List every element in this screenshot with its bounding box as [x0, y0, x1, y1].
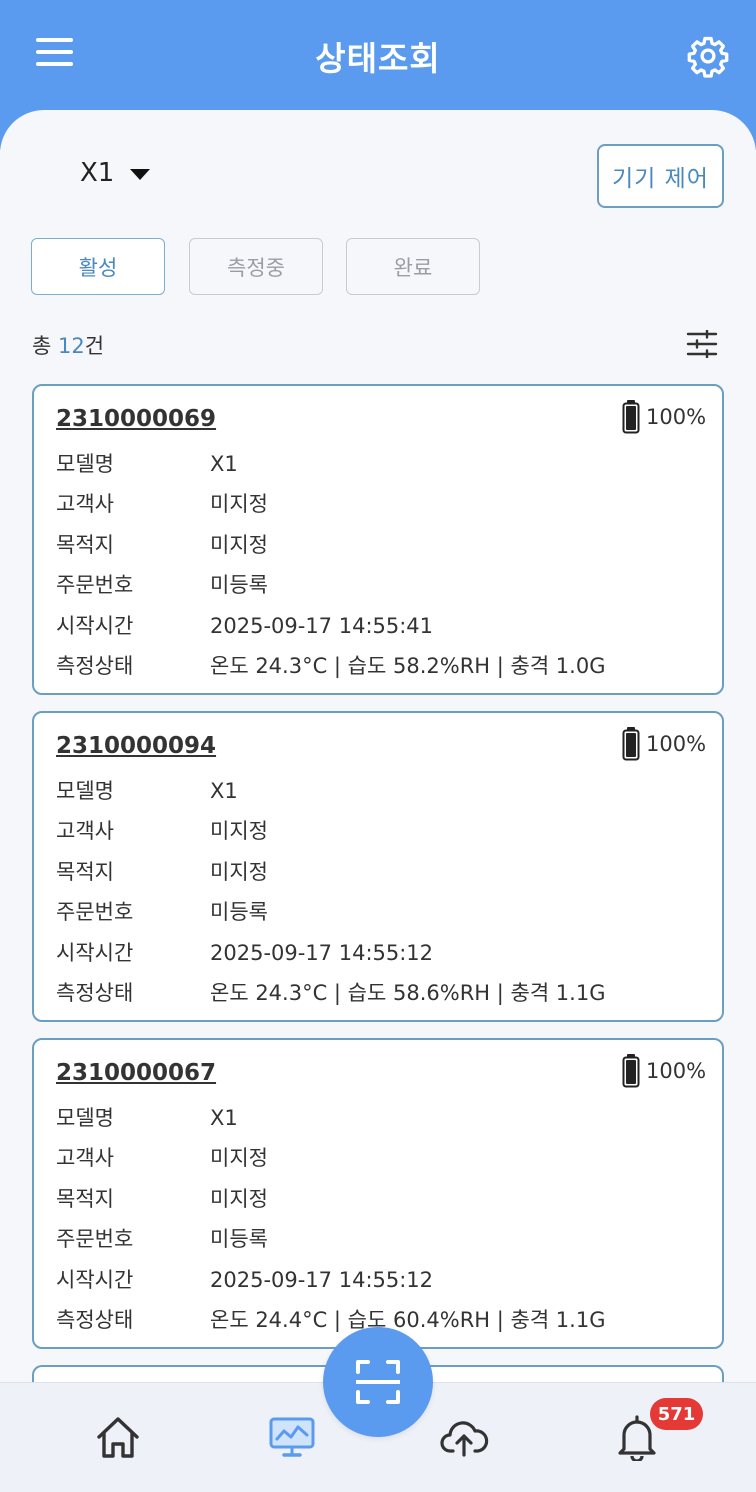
device-serial-link[interactable]: 2310000069 [56, 406, 217, 432]
home-icon[interactable] [93, 1413, 143, 1461]
row-model: 모델명 X1 [56, 452, 238, 476]
row-status: 측정상태 온도 24.4°C | 습도 60.4%RH | 충격 1.1G [56, 1308, 606, 1332]
row-order: 주문번호 미등록 [56, 900, 268, 924]
row-destination: 목적지 미지정 [56, 533, 268, 557]
battery-full-icon [622, 727, 640, 761]
row-model: 모델명 X1 [56, 779, 238, 803]
row-status: 측정상태 온도 24.3°C | 습도 58.2%RH | 충격 1.0G [56, 654, 606, 678]
battery-percent: 100% [646, 732, 707, 756]
battery-full-icon [622, 1054, 640, 1088]
monitor-icon[interactable] [267, 1413, 317, 1461]
device-serial-link[interactable]: 2310000094 [56, 733, 217, 759]
row-status: 측정상태 온도 24.3°C | 습도 58.6%RH | 충격 1.1G [56, 981, 606, 1005]
device-control-button[interactable]: 기기 제어 [597, 144, 724, 208]
bell-icon[interactable] [612, 1413, 662, 1461]
row-customer: 고객사 미지정 [56, 1146, 268, 1170]
row-customer: 고객사 미지정 [56, 819, 268, 843]
row-customer: 고객사 미지정 [56, 492, 268, 516]
device-serial-link[interactable]: 2310000067 [56, 1060, 217, 1086]
filter-tab-measuring[interactable]: 측정중 [189, 238, 323, 295]
row-destination: 목적지 미지정 [56, 860, 268, 884]
hamburger-menu-icon[interactable] [36, 38, 76, 72]
row-start-time: 시작시간 2025-09-17 14:55:12 [56, 1268, 434, 1292]
battery-status: 100% [622, 1054, 706, 1088]
row-order: 주문번호 미등록 [56, 1227, 268, 1251]
battery-percent: 100% [646, 405, 707, 429]
cloud-upload-icon[interactable] [439, 1413, 489, 1461]
device-card[interactable]: 2310000067 100% 모델명 X1 고객사 미지정 목적지 미지정 주문번호… [32, 1038, 724, 1349]
page-title: 상태조회 [315, 39, 441, 78]
settings-gear-icon[interactable] [686, 34, 730, 78]
row-start-time: 시작시간 2025-09-17 14:55:41 [56, 614, 434, 638]
battery-full-icon [622, 400, 640, 434]
notification-badge: 571 [650, 1398, 703, 1430]
scan-button[interactable] [323, 1327, 433, 1437]
device-card[interactable]: 2310000069 100% 모델명 X1 고객사 미지정 목적지 미지정 주문번호… [32, 384, 724, 695]
battery-percent: 100% [646, 1059, 707, 1083]
content-panel: X1 기기 제어 활성 측정중 완료 총 12건 2310000069 100%… [0, 110, 756, 1492]
device-dropdown[interactable]: X1 [80, 158, 151, 188]
filter-tab-active[interactable]: 활성 [31, 238, 165, 295]
row-start-time: 시작시간 2025-09-17 14:55:12 [56, 941, 434, 965]
filter-sliders-icon[interactable] [686, 330, 718, 358]
scan-frame-icon [356, 1360, 400, 1404]
battery-status: 100% [622, 400, 706, 434]
battery-status: 100% [622, 727, 706, 761]
result-count-number: 12 [58, 334, 85, 358]
filter-tab-complete[interactable]: 완료 [346, 238, 480, 295]
device-card[interactable]: 2310000094 100% 모델명 X1 고객사 미지정 목적지 미지정 주문번호… [32, 711, 724, 1022]
row-destination: 목적지 미지정 [56, 1187, 268, 1211]
row-model: 모델명 X1 [56, 1106, 238, 1130]
device-dropdown-value: X1 [80, 158, 115, 188]
caret-down-icon [130, 168, 151, 180]
row-order: 주문번호 미등록 [56, 573, 268, 597]
result-count: 총 12건 [32, 334, 105, 358]
